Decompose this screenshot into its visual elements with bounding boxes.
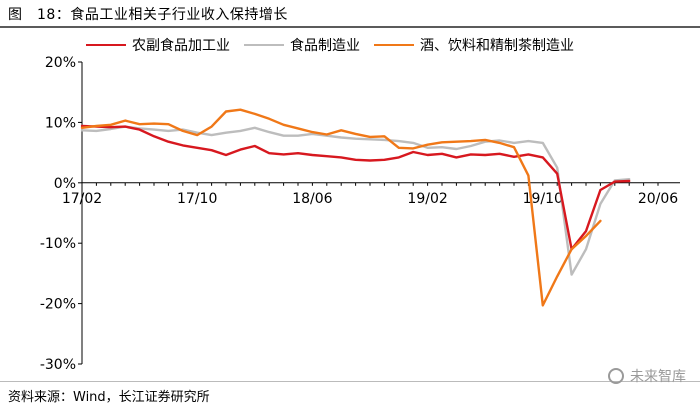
series-line-beverage (80, 108, 602, 307)
legend-swatch-agri (86, 44, 126, 46)
title-divider (0, 26, 700, 28)
figure-title: 图 18：食品工业相关子行业收入保持增长 (8, 7, 288, 23)
y-tick-label: 0% (54, 176, 76, 192)
legend-swatch-food (244, 44, 284, 46)
legend-label-beverage: 酒、饮料和精制茶制造业 (420, 38, 574, 54)
source-note: 资料来源：Wind，长江证券研究所 (8, 390, 210, 405)
legend: 农副食品加工业 食品制造业 酒、饮料和精制茶制造业 (86, 34, 588, 56)
x-tick-label: 18/06 (292, 191, 332, 207)
legend-item-beverage: 酒、饮料和精制茶制造业 (374, 35, 574, 55)
legend-item-agri: 农副食品加工业 (86, 35, 230, 55)
y-tick-label: 10% (45, 115, 76, 131)
line-chart: 20% 10% 0% -10% -20% -30% 17/02 17/10 18/06 19/02… (40, 55, 680, 373)
series-line-food (80, 125, 631, 276)
legend-label-agri: 农副食品加工业 (132, 38, 230, 54)
legend-swatch-beverage (374, 44, 414, 46)
y-tick-label: -30% (40, 357, 76, 373)
x-tick-label: 17/10 (177, 191, 217, 207)
y-tick-label: -20% (40, 297, 76, 313)
x-tick-label: 19/02 (407, 191, 447, 207)
series-line-agri (80, 124, 631, 251)
y-tick-label: -10% (40, 236, 76, 252)
wechat-icon (608, 368, 624, 384)
x-tick-label: 20/06 (638, 191, 678, 207)
source-divider (0, 381, 700, 382)
watermark: 未来智库 (608, 366, 686, 386)
legend-label-food: 食品制造业 (290, 38, 360, 54)
x-tick-label: 17/02 (62, 191, 102, 207)
legend-item-food: 食品制造业 (244, 35, 360, 55)
x-tick-label: 19/10 (523, 191, 563, 207)
y-tick-label: 20% (45, 55, 76, 71)
watermark-text: 未来智库 (630, 369, 686, 385)
